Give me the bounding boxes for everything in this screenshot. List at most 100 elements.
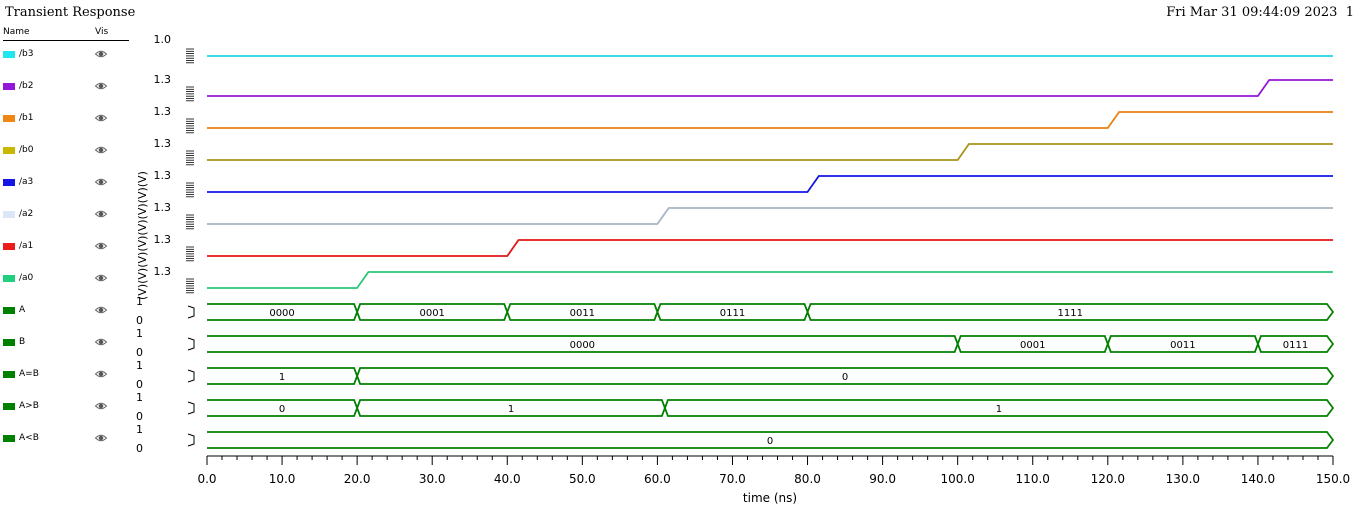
- signal-color-swatch: [3, 179, 15, 186]
- eye-icon[interactable]: [94, 271, 108, 285]
- signal-trace: [207, 271, 1333, 289]
- signal-trace: [207, 239, 1333, 257]
- signal-label: A=B: [19, 369, 39, 379]
- x-tick-label: 20.0: [344, 472, 371, 486]
- eye-icon[interactable]: [94, 175, 108, 189]
- bus-value-label: 0: [842, 372, 848, 383]
- bus-value-label: 0111: [1283, 340, 1308, 351]
- eye-icon[interactable]: [94, 239, 108, 253]
- signal-color-swatch: [3, 403, 15, 410]
- eye-icon[interactable]: [94, 431, 108, 445]
- x-tick-label: 90.0: [869, 472, 896, 486]
- signal-color-swatch: [3, 211, 15, 218]
- signal-trace: [207, 143, 1333, 161]
- y-tick-label: 1.3: [154, 233, 172, 246]
- x-tick-label: 100.0: [940, 472, 974, 486]
- eye-icon[interactable]: [94, 111, 108, 125]
- bus-segment: [656, 303, 809, 321]
- signal-label: A<B: [19, 433, 39, 443]
- y-axis-unit-labels: (V)(V)(V)(V)(V)(V)(V)(V): [136, 171, 149, 300]
- bus-value-label: 0: [279, 404, 285, 415]
- signal-label: A: [19, 305, 26, 315]
- eye-icon[interactable]: [94, 207, 108, 221]
- x-tick-label: 80.0: [794, 472, 821, 486]
- eye-icon[interactable]: [94, 303, 108, 317]
- x-tick-label: 110.0: [1016, 472, 1050, 486]
- x-tick-label: 60.0: [644, 472, 671, 486]
- signal-row[interactable]: A=B: [3, 367, 129, 383]
- signal-label: A>B: [19, 401, 39, 411]
- signal-color-swatch: [3, 371, 15, 378]
- signal-color-swatch: [3, 147, 15, 154]
- bus-value-label: 0011: [1170, 340, 1195, 351]
- signal-label: /a2: [19, 209, 34, 219]
- signal-row[interactable]: A>B: [3, 399, 129, 415]
- bus-value-label: 1: [508, 404, 514, 415]
- signal-row[interactable]: /a2: [3, 207, 129, 223]
- eye-icon[interactable]: [94, 79, 108, 93]
- timestamp: Fri Mar 31 09:44:09 2023 1: [1166, 5, 1354, 20]
- signal-row[interactable]: /a0: [3, 271, 129, 287]
- signal-row[interactable]: /b1: [3, 111, 129, 127]
- eye-icon[interactable]: [94, 47, 108, 61]
- bus-value-label: 0: [767, 436, 773, 447]
- bus-segment: [1257, 335, 1335, 353]
- signal-trace: [207, 207, 1333, 225]
- bus-value-label: 1: [996, 404, 1002, 415]
- window-title: Transient Response: [5, 5, 136, 20]
- signal-row[interactable]: /b2: [3, 79, 129, 95]
- signal-label: B: [19, 337, 26, 347]
- x-tick-label: 50.0: [569, 472, 596, 486]
- bus-value-label: 0001: [1020, 340, 1045, 351]
- signal-color-swatch: [3, 51, 15, 58]
- eye-icon[interactable]: [94, 367, 108, 381]
- datetime-text: Fri Mar 31 09:44:09 2023: [1166, 5, 1338, 20]
- signal-row[interactable]: /a3: [3, 175, 129, 191]
- x-tick-label: 30.0: [419, 472, 446, 486]
- signal-row[interactable]: A<B: [3, 431, 129, 447]
- signal-row[interactable]: /b0: [3, 143, 129, 159]
- bus-segment: [207, 367, 359, 385]
- bus-value-label: 0000: [269, 308, 294, 319]
- y-tick-label: 1: [136, 295, 143, 308]
- signal-row[interactable]: /a1: [3, 239, 129, 255]
- signal-row[interactable]: A: [3, 303, 129, 319]
- bus-value-label: 0111: [720, 308, 745, 319]
- x-tick-label: 140.0: [1241, 472, 1275, 486]
- signal-color-swatch: [3, 83, 15, 90]
- y-tick-label: 1.3: [154, 105, 172, 118]
- y-tick-label: 1.3: [154, 137, 172, 150]
- x-tick-label: 70.0: [719, 472, 746, 486]
- signal-row[interactable]: B: [3, 335, 129, 351]
- y-tick-label: 1.3: [154, 265, 172, 278]
- signal-trace: [207, 111, 1333, 129]
- name-column-header: Name: [3, 27, 30, 37]
- signal-color-swatch: [3, 339, 15, 346]
- y-tick-label: 1: [136, 359, 143, 372]
- y-tick-label: 0: [136, 314, 143, 327]
- eye-icon[interactable]: [94, 335, 108, 349]
- bus-bracket: [187, 305, 195, 319]
- y-tick-label: 1.3: [154, 169, 172, 182]
- signal-color-swatch: [3, 275, 15, 282]
- bus-segment: [356, 367, 1335, 385]
- bus-value-label: 0000: [570, 340, 595, 351]
- signal-label: /b2: [19, 81, 34, 91]
- bus-value-label: 0011: [570, 308, 595, 319]
- x-tick-label: 10.0: [269, 472, 296, 486]
- bus-segment: [806, 303, 1335, 321]
- bus-value-label: 1: [279, 372, 285, 383]
- signal-row[interactable]: /b3: [3, 47, 129, 63]
- y-tick-label: 1: [136, 423, 143, 436]
- bus-segment: [207, 399, 359, 417]
- x-tick-label: 40.0: [494, 472, 521, 486]
- bus-bracket: [187, 369, 195, 383]
- y-tick-label: 1.3: [154, 201, 172, 214]
- y-tick-label: 1.3: [154, 73, 172, 86]
- eye-icon[interactable]: [94, 399, 108, 413]
- signal-color-swatch: [3, 115, 15, 122]
- page-number: 1: [1345, 5, 1354, 20]
- eye-icon[interactable]: [94, 143, 108, 157]
- signal-color-swatch: [3, 307, 15, 314]
